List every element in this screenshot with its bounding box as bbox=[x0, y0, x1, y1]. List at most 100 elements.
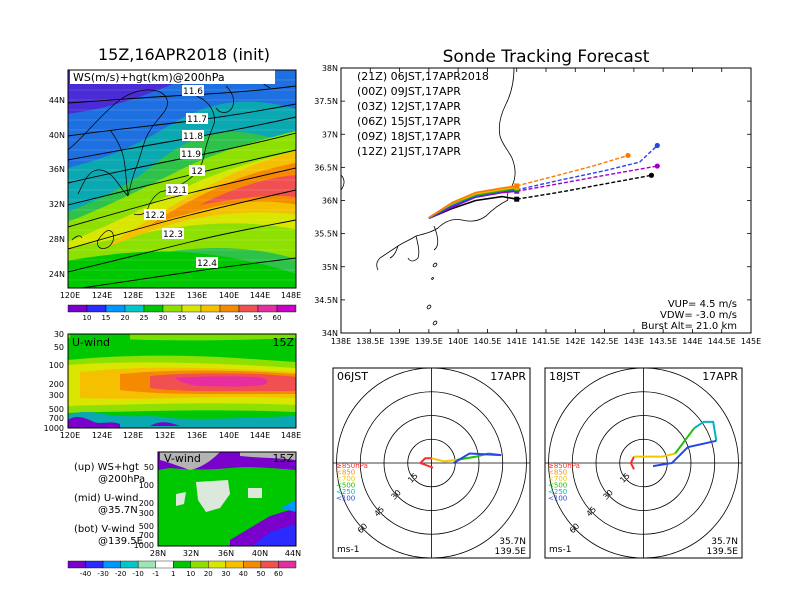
level-legend: <700 bbox=[548, 475, 567, 483]
colorbar-swatch bbox=[85, 560, 104, 569]
x-tick-label: 144.5E bbox=[708, 337, 736, 346]
descent-track bbox=[516, 165, 658, 192]
colorbar-label: 10 bbox=[83, 314, 92, 322]
landing-marker bbox=[648, 172, 655, 178]
lon-tick-label: 144E bbox=[250, 431, 270, 440]
contour-labels: 11.6 11.7 11.8 11.9 12 12.1 12.2 12.3 12… bbox=[144, 85, 218, 269]
colorbar-swatch bbox=[278, 560, 297, 569]
note-line: @35.7N bbox=[98, 505, 138, 516]
x-tick-label: 141E bbox=[507, 337, 527, 346]
colorbar-swatch bbox=[155, 560, 174, 569]
u-wind-label: U-wind bbox=[72, 336, 110, 349]
colorbar-label: 25 bbox=[140, 314, 149, 322]
y-tick-label: 36N bbox=[322, 197, 338, 206]
hodograph-segment bbox=[418, 457, 434, 469]
pressure-tick-label: 50 bbox=[144, 463, 154, 472]
v-wind-y-ticks: 50 100 200 300 500 700 1000 bbox=[134, 463, 154, 550]
lon-tick-label: 144E bbox=[250, 291, 270, 300]
colorbar-swatch bbox=[102, 560, 121, 569]
y-tick-label: 35.5N bbox=[314, 230, 338, 239]
colorbar-swatch bbox=[143, 304, 164, 313]
colorbar-label: 20 bbox=[121, 314, 130, 322]
colorbar-swatch bbox=[200, 304, 221, 313]
launch-params: VUP= 4.5 m/s VDW= -3.0 m/s Burst Alt= 21… bbox=[641, 299, 737, 332]
u-wind-section: U-wind 15Z 30 50 100 200 300 500 700 100… bbox=[44, 330, 302, 440]
colorbar-swatch bbox=[276, 304, 297, 313]
descent-track bbox=[516, 154, 629, 187]
level-legend: <850 bbox=[548, 469, 567, 477]
note-line: (bot) V-wind bbox=[74, 524, 135, 535]
colorbar-label: 20 bbox=[204, 570, 213, 578]
param-line: VUP= 4.5 m/s bbox=[668, 299, 737, 310]
colorbar-label: 50 bbox=[235, 314, 244, 322]
y-tick-label: 34N bbox=[322, 329, 338, 338]
tracking-map: 138E 138.5E 139E 139.5E 140E 140.5E 141E 141.5E… bbox=[314, 64, 761, 346]
x-tick-label: 143.5E bbox=[649, 337, 677, 346]
lon-tick-label: 120E bbox=[60, 291, 80, 300]
level-legend: <100 bbox=[336, 495, 355, 503]
level-legend: ≥850hPa bbox=[336, 462, 368, 470]
colorbar-label: -40 bbox=[80, 570, 91, 578]
note-line: @139.5E bbox=[98, 536, 143, 547]
colorbar-swatch bbox=[219, 304, 240, 313]
lat-tick-label: 40N bbox=[49, 131, 65, 140]
hodograph-segment bbox=[674, 427, 695, 455]
track-lines bbox=[428, 142, 660, 220]
pressure-tick-label: 1000 bbox=[44, 424, 64, 433]
unit-label: ms-1 bbox=[549, 545, 571, 555]
map-lat-ticks: 44N 40N 36N 32N 28N 24N bbox=[49, 96, 65, 279]
y-tick-label: 35N bbox=[322, 263, 338, 272]
colorbar-swatch bbox=[162, 304, 183, 313]
lon-tick-label: 132E bbox=[155, 431, 175, 440]
y-tick-label: 38N bbox=[322, 64, 338, 73]
lon-tick-label: 140E bbox=[219, 431, 239, 440]
map-label-box bbox=[70, 70, 275, 84]
y-tick-label: 34.5N bbox=[314, 296, 338, 305]
colorbar-label: 15 bbox=[102, 314, 111, 322]
landing-marker bbox=[654, 142, 660, 149]
hodograph-segment bbox=[431, 457, 457, 463]
contour-label: 11.7 bbox=[187, 115, 207, 125]
lon-tick-label: 136E bbox=[187, 291, 207, 300]
wind-speed-colorbar: 10 15 20 25 30 35 40 45 50 55 60 bbox=[67, 304, 297, 322]
param-line: VDW= -3.0 m/s bbox=[660, 310, 737, 321]
colorbar-swatch bbox=[238, 304, 259, 313]
x-tick-label: 139E bbox=[389, 337, 409, 346]
colorbar-swatch bbox=[137, 560, 156, 569]
note-line: @200hPa bbox=[98, 474, 145, 485]
tracking-legend: (21Z) 06JST,17APR2018 (00Z) 09JST,17APR … bbox=[357, 70, 489, 158]
u-wind-label-bg bbox=[70, 334, 130, 348]
pressure-tick-label: 700 bbox=[139, 531, 154, 540]
colorbar-label: -1 bbox=[152, 570, 159, 578]
x-tick-label: 140E bbox=[448, 337, 468, 346]
lat-tick-label: 24N bbox=[49, 270, 65, 279]
contour-label: 11.8 bbox=[183, 132, 203, 142]
lat-tick-label: 32N bbox=[183, 549, 199, 558]
panel-notes: (up) WS+hgt @200hPa (mid) U-wind @35.7N … bbox=[74, 462, 145, 547]
v-wind-label: V-wind bbox=[164, 452, 201, 465]
level-legend: <850 bbox=[336, 469, 355, 477]
ascent-track bbox=[428, 185, 517, 219]
colorbar-label: 60 bbox=[274, 570, 283, 578]
map-frame bbox=[67, 69, 297, 289]
wind-speed-map: 11.6 11.7 11.8 11.9 12 12.1 12.2 12.3 12… bbox=[49, 69, 301, 300]
hodograph-time: 06JST bbox=[337, 370, 368, 383]
lat-tick-label: 40N bbox=[252, 549, 268, 558]
colorbar-swatch bbox=[225, 560, 244, 569]
pressure-tick-label: 500 bbox=[139, 522, 154, 531]
lat-tick-label: 36N bbox=[49, 165, 65, 174]
y-tick-label: 37.5N bbox=[314, 97, 338, 106]
level-legend: <250 bbox=[548, 488, 567, 496]
legend-entry: (03Z) 12JST,17APR bbox=[357, 100, 461, 113]
wind-component-colorbar: -40 -30 -20 -10 -1 1 10 20 30 40 50 60 bbox=[67, 560, 297, 578]
param-line: Burst Alt= 21.0 km bbox=[641, 321, 737, 332]
hodograph-segment bbox=[453, 452, 502, 464]
location-lon: 139.5E bbox=[707, 547, 739, 557]
x-tick-label: 141.5E bbox=[532, 337, 560, 346]
lat-tick-label: 28N bbox=[49, 235, 65, 244]
note-line: (up) WS+hgt bbox=[74, 462, 139, 473]
hodograph-segment bbox=[629, 456, 635, 470]
